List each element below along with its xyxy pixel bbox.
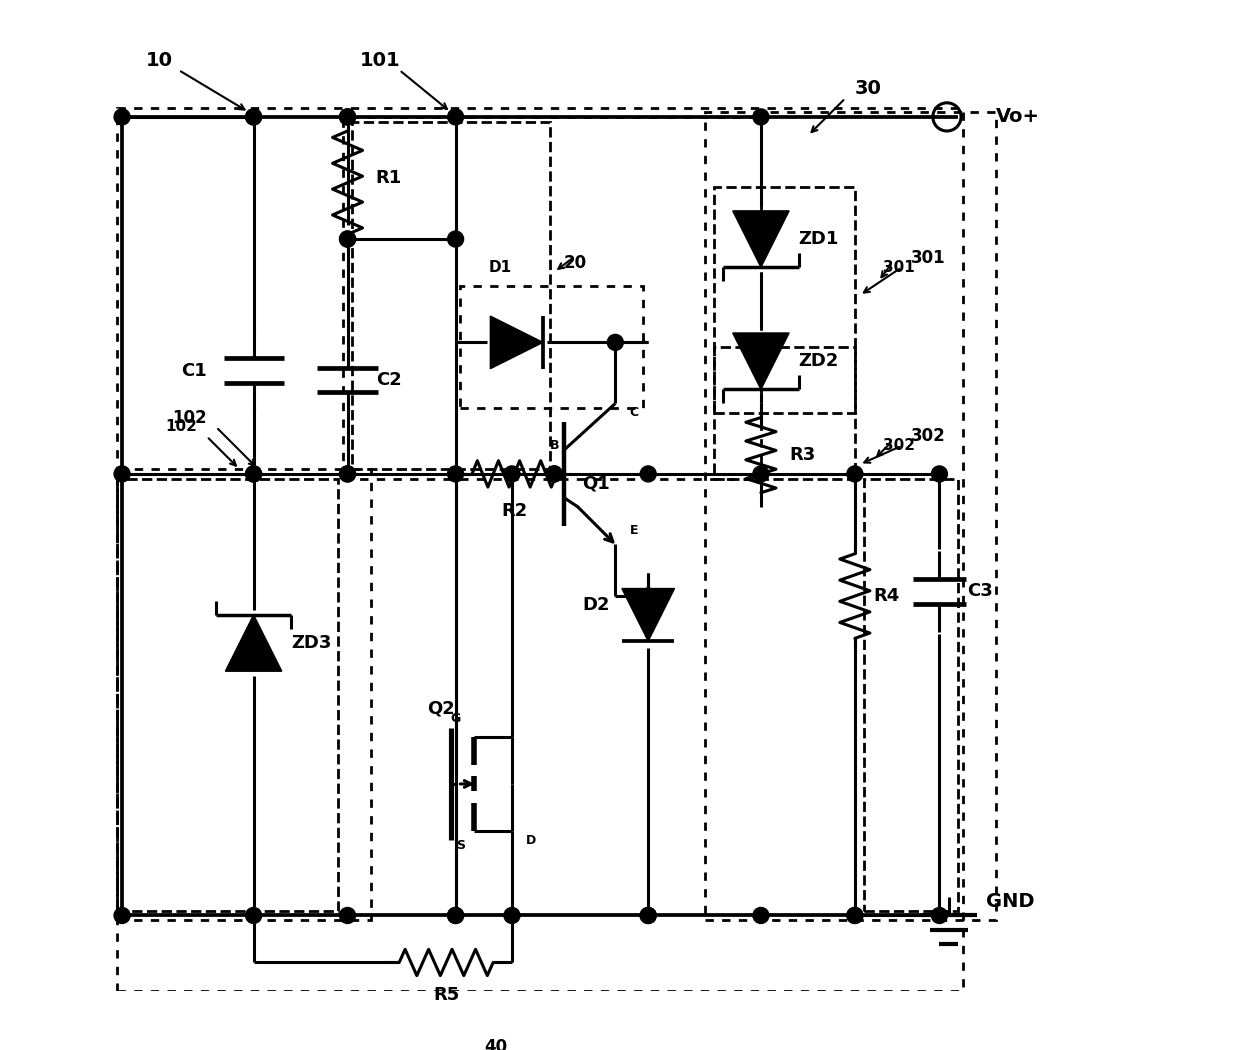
Circle shape — [753, 466, 769, 482]
Circle shape — [340, 109, 356, 125]
Bar — [714, 348, 854, 479]
Bar — [342, 117, 761, 479]
Text: GND: GND — [986, 891, 1035, 911]
Circle shape — [753, 907, 769, 923]
Circle shape — [448, 466, 464, 482]
Text: C: C — [630, 406, 639, 419]
Text: G: G — [450, 712, 461, 724]
Text: 302: 302 — [911, 427, 946, 445]
Polygon shape — [226, 615, 281, 671]
Text: 302: 302 — [883, 438, 915, 454]
Circle shape — [448, 109, 464, 125]
Text: ZD1: ZD1 — [799, 230, 839, 248]
Text: Q1: Q1 — [583, 475, 610, 492]
Text: 102: 102 — [172, 408, 207, 426]
Text: ZD3: ZD3 — [291, 634, 331, 652]
Circle shape — [931, 907, 947, 923]
Circle shape — [340, 109, 356, 125]
Circle shape — [640, 588, 656, 604]
Text: R3: R3 — [789, 446, 816, 464]
Circle shape — [847, 466, 863, 482]
Text: B: B — [549, 439, 559, 453]
Text: 10: 10 — [146, 51, 174, 70]
Circle shape — [114, 109, 130, 125]
Circle shape — [847, 907, 863, 923]
Circle shape — [246, 109, 262, 125]
Circle shape — [246, 466, 262, 482]
Circle shape — [114, 907, 130, 923]
Text: ZD2: ZD2 — [799, 352, 839, 371]
Text: 101: 101 — [360, 51, 401, 70]
Circle shape — [340, 231, 356, 247]
Bar — [118, 107, 963, 990]
Text: E: E — [630, 524, 637, 537]
Bar — [864, 479, 959, 910]
Text: 40: 40 — [484, 1038, 507, 1050]
Circle shape — [448, 907, 464, 923]
Text: 301: 301 — [911, 249, 946, 267]
Text: 20: 20 — [564, 253, 587, 272]
Bar — [460, 286, 644, 408]
Polygon shape — [622, 589, 675, 642]
Circle shape — [547, 466, 562, 482]
Text: 30: 30 — [854, 79, 882, 99]
Text: C1: C1 — [181, 361, 207, 379]
Text: R2: R2 — [501, 503, 527, 521]
Bar — [704, 112, 996, 920]
Circle shape — [640, 907, 656, 923]
Circle shape — [114, 466, 130, 482]
Circle shape — [753, 109, 769, 125]
Circle shape — [246, 907, 262, 923]
Text: S: S — [456, 839, 465, 852]
Circle shape — [640, 466, 656, 482]
Bar — [714, 187, 854, 413]
Bar — [352, 122, 549, 469]
Circle shape — [847, 907, 863, 923]
Text: C2: C2 — [376, 371, 402, 388]
Circle shape — [640, 907, 656, 923]
Text: D1: D1 — [489, 259, 512, 275]
Circle shape — [246, 466, 262, 482]
Circle shape — [340, 466, 356, 482]
Text: D: D — [526, 834, 537, 846]
Text: Q2: Q2 — [428, 699, 455, 718]
Text: Vo+: Vo+ — [996, 107, 1040, 126]
Circle shape — [503, 466, 520, 482]
Circle shape — [547, 466, 562, 482]
Text: C3: C3 — [967, 583, 993, 601]
Circle shape — [340, 907, 356, 923]
Circle shape — [931, 466, 947, 482]
Polygon shape — [733, 211, 789, 267]
Circle shape — [503, 907, 520, 923]
Circle shape — [340, 231, 356, 247]
Circle shape — [448, 231, 464, 247]
Bar — [118, 479, 339, 910]
Bar — [118, 469, 371, 920]
Circle shape — [246, 109, 262, 125]
Text: D2: D2 — [583, 596, 610, 614]
Polygon shape — [490, 316, 543, 369]
Text: R4: R4 — [874, 587, 900, 605]
Text: R1: R1 — [376, 169, 402, 187]
Text: 102: 102 — [165, 419, 197, 435]
Text: 301: 301 — [883, 259, 915, 275]
Polygon shape — [733, 333, 789, 390]
Circle shape — [340, 466, 356, 482]
Text: R5: R5 — [433, 986, 459, 1005]
Circle shape — [608, 334, 624, 351]
Circle shape — [448, 907, 464, 923]
